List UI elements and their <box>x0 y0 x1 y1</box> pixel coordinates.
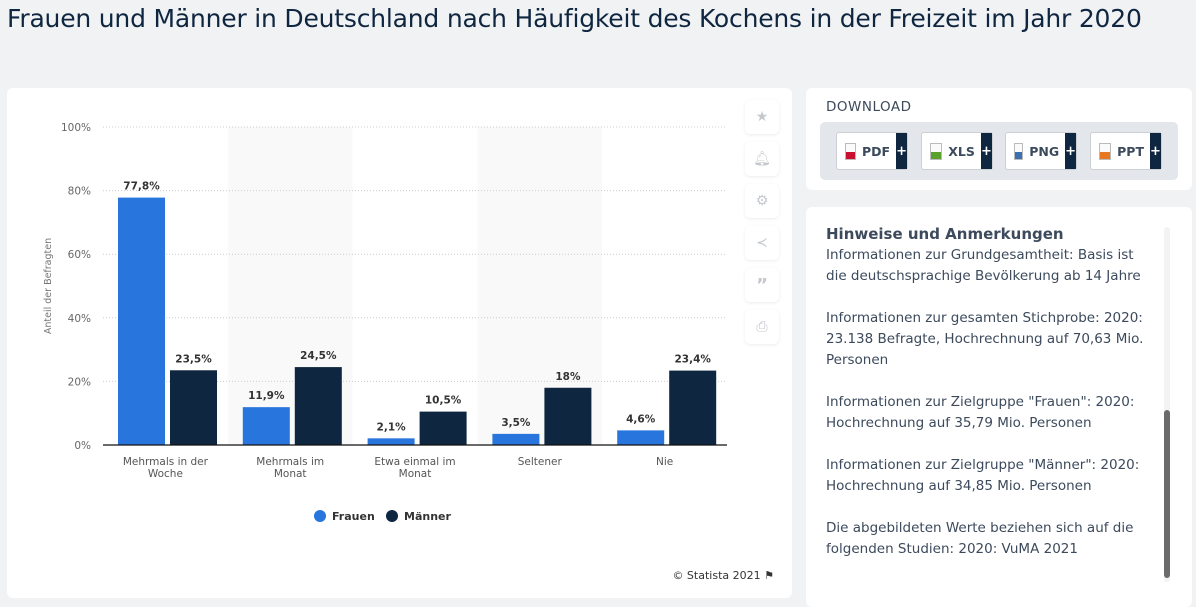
download-png-button[interactable]: PNG + <box>1005 132 1077 170</box>
x-tick-label: Seltener <box>518 456 563 468</box>
bar-frauen <box>242 407 290 445</box>
bar-frauen <box>367 438 415 445</box>
bar-männer <box>669 370 717 445</box>
credit: © Statista 2021 ⚑ <box>672 569 774 582</box>
y-tick-label: 100% <box>61 122 91 134</box>
download-label: XLS <box>948 143 975 159</box>
legend-label: Männer <box>404 510 451 523</box>
data-label: 77,8% <box>123 181 160 193</box>
note-paragraph: Informationen zur Grundgesamtheit: Basis… <box>826 247 1141 284</box>
download-bar: PDF + XLS + PNG + PPT + <box>820 122 1178 180</box>
download-label: PNG <box>1029 143 1060 159</box>
y-axis-label: Anteil der Befragten <box>43 238 54 334</box>
xls-file-icon <box>930 142 943 160</box>
chart-card: 0% 20% 40% 60% 80% 100% Anteil der Befragten 77… <box>7 88 792 598</box>
data-label: 24,5% <box>300 350 337 362</box>
y-tick-label: 40% <box>68 313 91 325</box>
y-tick-label: 80% <box>68 186 91 198</box>
scrollbar-thumb[interactable] <box>1164 410 1170 578</box>
data-label: 11,9% <box>248 390 285 402</box>
plus-icon[interactable]: + <box>1065 133 1076 169</box>
quote-icon[interactable]: ” <box>745 268 779 302</box>
bar-frauen <box>492 433 540 445</box>
data-label: 23,5% <box>175 353 212 365</box>
download-card: DOWNLOAD PDF + XLS + PNG + PPT + <box>806 88 1192 190</box>
data-label: 3,5% <box>501 417 531 429</box>
bar-männer <box>170 370 217 445</box>
bar-männer <box>544 387 592 445</box>
share-icon[interactable]: ≺ <box>745 226 779 260</box>
download-label: PPT <box>1117 143 1144 159</box>
download-label: PDF <box>862 143 891 159</box>
plus-icon[interactable]: + <box>980 133 992 169</box>
download-pdf-button[interactable]: PDF + <box>836 132 908 170</box>
page-title: Frauen und Männer in Deutschland nach Hä… <box>7 4 1142 33</box>
legend-label: Frauen <box>332 510 375 523</box>
download-title: DOWNLOAD <box>826 99 912 115</box>
credit-text[interactable]: © Statista 2021 <box>672 569 761 582</box>
bar-männer <box>419 411 467 445</box>
y-tick-label: 20% <box>68 376 91 388</box>
bar-frauen <box>118 197 165 445</box>
flag-icon[interactable]: ⚑ <box>764 569 774 582</box>
bar-frauen <box>617 430 665 445</box>
x-tick-label: Nie <box>656 456 673 468</box>
x-tick-label: Etwa einmal im Monat <box>374 456 455 480</box>
note-paragraph: Die abgebildeten Werte beziehen sich auf… <box>826 520 1134 557</box>
x-tick-label: Mehrmals im Monat <box>256 456 324 480</box>
download-xls-button[interactable]: XLS + <box>921 132 993 170</box>
data-label: 23,4% <box>674 354 711 366</box>
ppt-file-icon <box>1099 142 1112 160</box>
data-label: 2,1% <box>377 421 407 433</box>
note-paragraph: Informationen zur gesamten Stichprobe: 2… <box>826 310 1144 368</box>
note-paragraph: Informationen zur Zielgruppe "Frauen": 2… <box>826 394 1135 431</box>
x-tick-label: Mehrmals in der Woche <box>123 456 209 480</box>
note-paragraph: Informationen zur Zielgruppe "Männer": 2… <box>826 457 1140 494</box>
data-label: 4,6% <box>626 413 656 425</box>
bell-icon[interactable]: 🔔︎ <box>745 142 779 176</box>
data-label: 10,5% <box>425 395 462 407</box>
bar-chart: 0% 20% 40% 60% 80% 100% Anteil der Befragten 77… <box>43 122 727 523</box>
y-tick-label: 0% <box>74 440 91 452</box>
bar-männer <box>294 367 342 445</box>
data-label: 18% <box>555 371 581 383</box>
y-tick-label: 60% <box>68 249 91 261</box>
legend-marker-frauen <box>314 510 326 522</box>
legend-marker-männer <box>386 510 398 522</box>
notes-title: Hinweise und Anmerkungen <box>826 225 1064 243</box>
scrollbar-track[interactable] <box>1164 227 1170 582</box>
download-ppt-button[interactable]: PPT + <box>1090 132 1162 170</box>
png-file-icon <box>1014 142 1024 160</box>
gear-icon[interactable]: ⚙ <box>745 184 779 218</box>
plus-icon[interactable]: + <box>896 133 907 169</box>
print-icon[interactable]: ⎙ <box>745 310 779 344</box>
star-icon[interactable]: ★ <box>745 100 779 134</box>
plus-icon[interactable]: + <box>1150 133 1161 169</box>
notes-card: Hinweise und Anmerkungen Informationen z… <box>806 207 1192 607</box>
pdf-file-icon <box>845 142 857 160</box>
